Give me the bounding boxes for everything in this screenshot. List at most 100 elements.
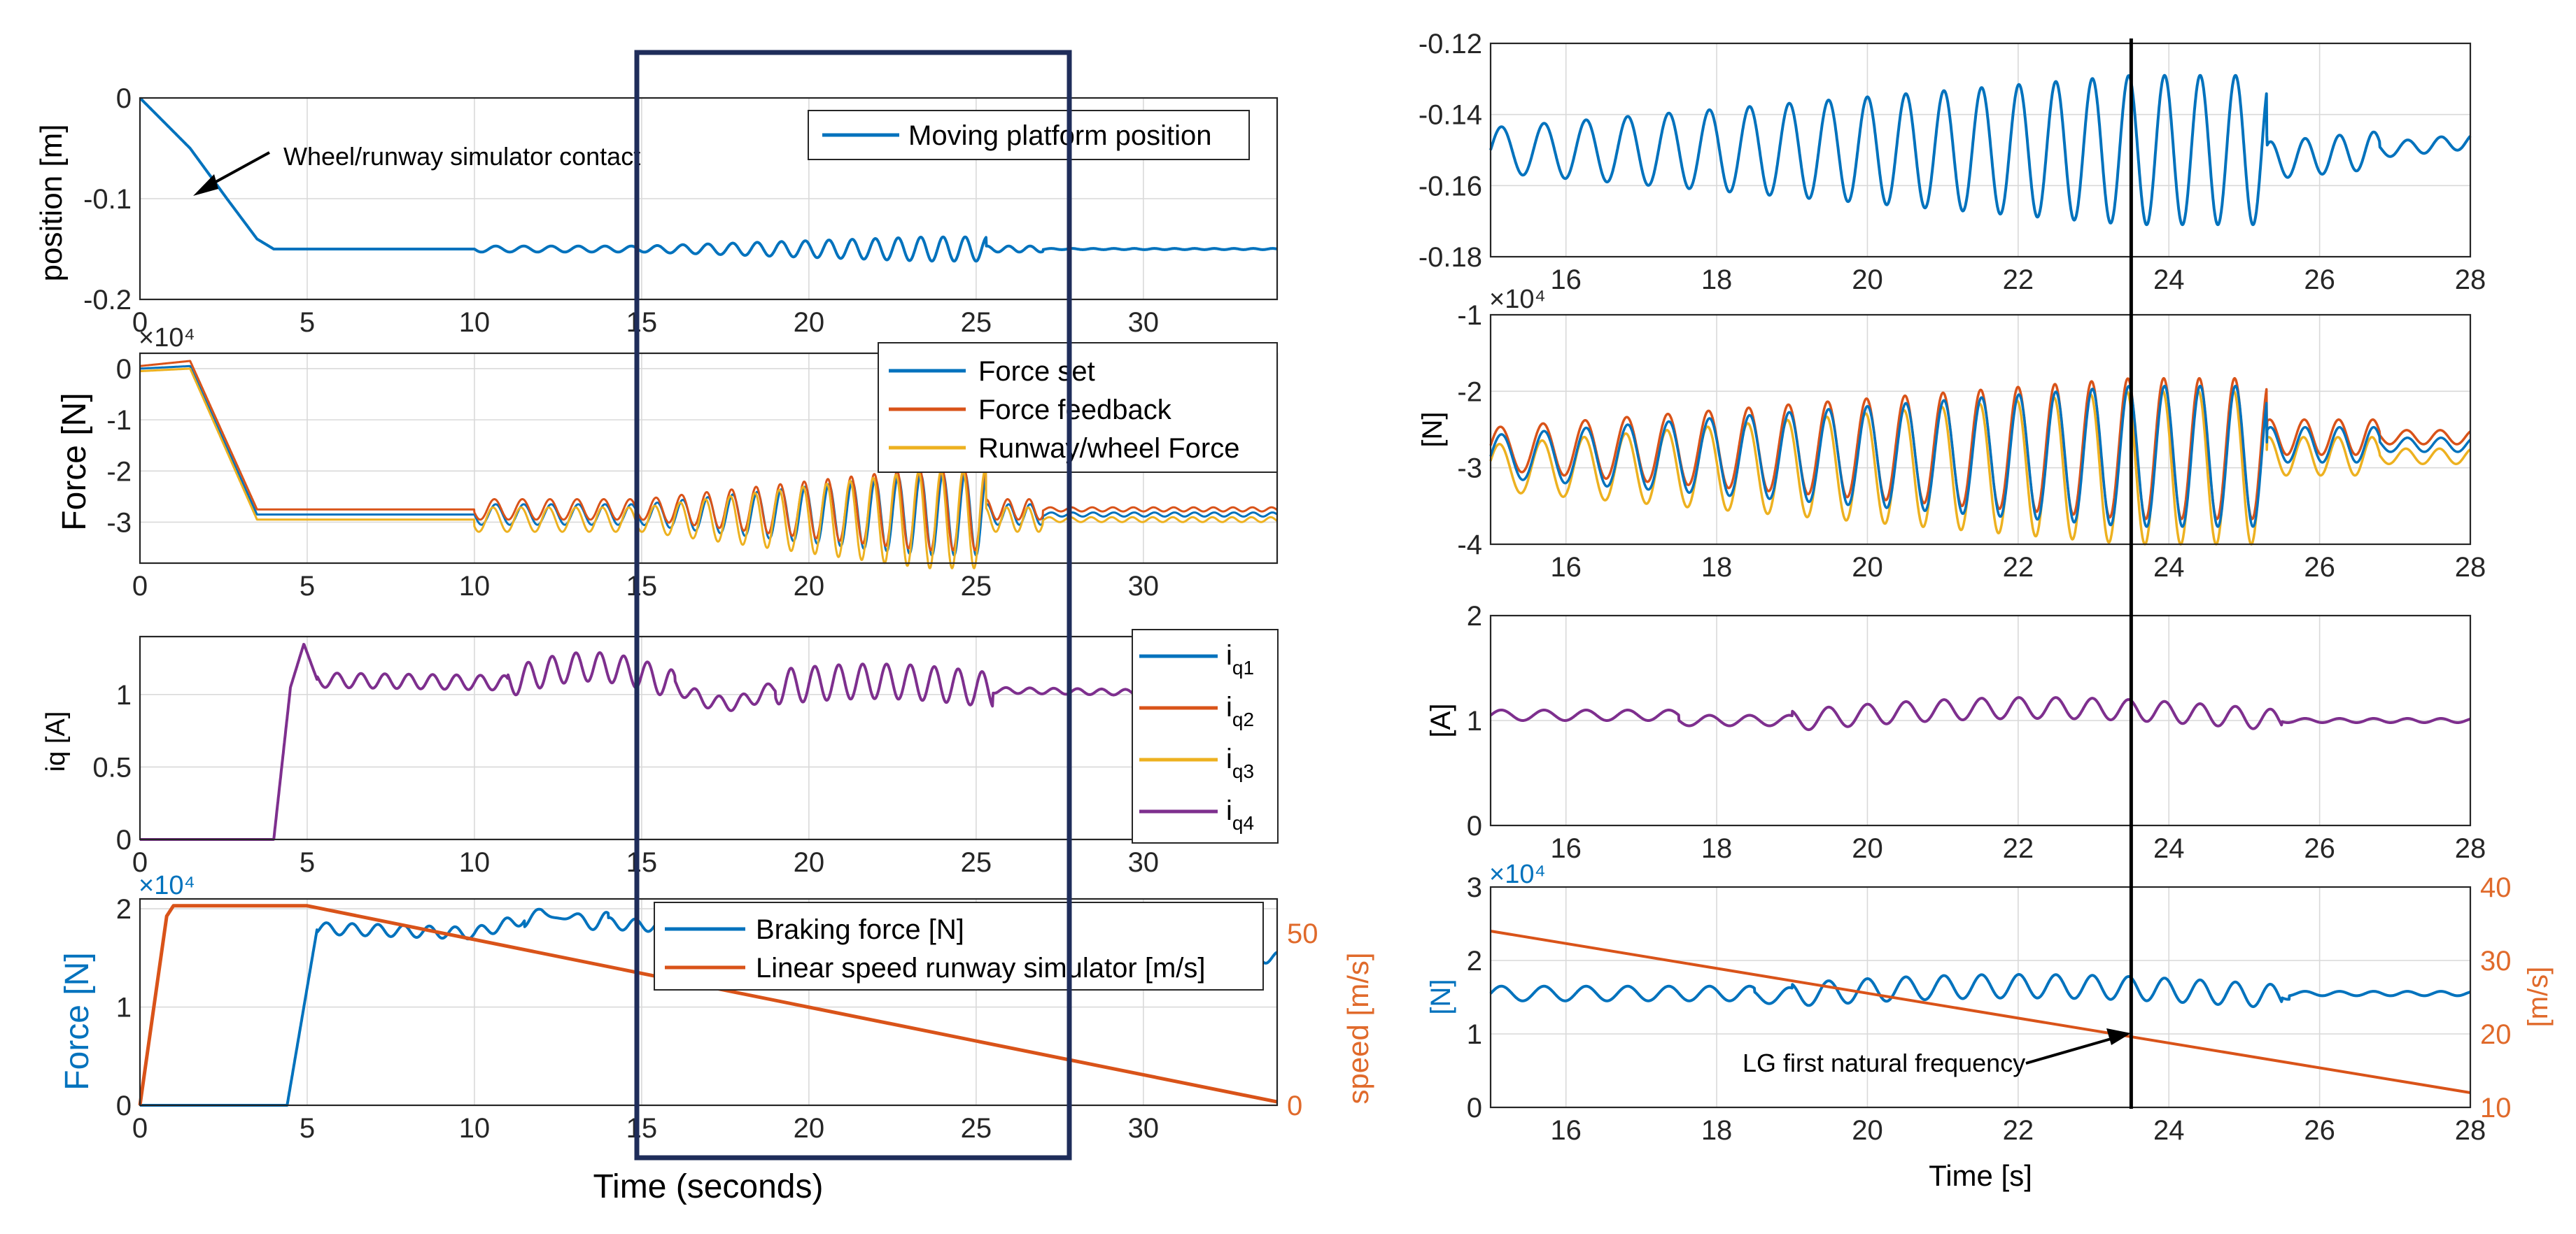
series-platform-position xyxy=(139,97,1279,263)
chart-R2-force-zoom: 16 18 20 22 24 26 28 -1 -2 -3 -4 ×10⁴ [N] xyxy=(1417,285,2486,583)
x-tick-label: 24 xyxy=(2153,552,2185,583)
chart-L2-legend: Force set Force feedback Runway/wheel Fo… xyxy=(878,342,1278,473)
x-tick-label: 0 xyxy=(132,571,148,602)
legend-entry-braking: Braking force [N] xyxy=(756,914,964,945)
x-tick-label: 30 xyxy=(1128,1113,1160,1144)
x-tick-label: 25 xyxy=(961,847,992,878)
y-tick-label: 1 xyxy=(116,680,132,711)
y-tick-label: 1 xyxy=(116,993,132,1023)
y2-tick-label: 50 xyxy=(1287,919,1318,949)
series-force-set-zoom xyxy=(1489,384,2472,528)
x-tick-label: 24 xyxy=(2153,264,2185,295)
series-iq4 xyxy=(139,643,1279,841)
x-tick-label: 16 xyxy=(1550,264,1582,295)
x-tick-label: 5 xyxy=(300,571,315,602)
x-tick-label: 28 xyxy=(2455,264,2486,295)
annotation-arrow-icon-2 xyxy=(2106,1028,2131,1045)
x-tick-label: 20 xyxy=(1852,1115,1883,1146)
x-tick-label: 5 xyxy=(300,1113,315,1144)
chart-R3-ylabel: [A] xyxy=(1426,704,1456,738)
x-tick-label: 22 xyxy=(2003,552,2034,583)
y2-tick-label: 20 xyxy=(2480,1019,2512,1050)
chart-L1-legend: Moving platform position xyxy=(808,110,1250,160)
y2-tick-label: 40 xyxy=(2480,872,2512,903)
series-platform-position-zoom xyxy=(1489,73,2472,227)
legend-entry-force-feedback: Force feedback xyxy=(978,395,1172,425)
x-tick-label: 25 xyxy=(961,1113,992,1144)
x-tick-label: 10 xyxy=(459,307,491,338)
chart-R4-multiplier: ×10⁴ xyxy=(1489,860,1546,889)
x-tick-label: 16 xyxy=(1550,552,1582,583)
chart-L1-ylabel: position [m] xyxy=(34,125,69,282)
y-tick-label: -3 xyxy=(1457,453,1482,484)
x-tick-label: 10 xyxy=(459,571,491,602)
y-tick-label: -0.18 xyxy=(1419,242,1482,273)
chart-R4-y2label: [m/s] xyxy=(2523,967,2554,1028)
x-tick-label: 24 xyxy=(2153,1115,2185,1146)
x-tick-label: 15 xyxy=(626,571,658,602)
series-braking-force-zoom xyxy=(1489,973,2472,1008)
y-tick-label: -0.12 xyxy=(1419,29,1482,59)
chart-R4-xlabel: Time [s] xyxy=(1929,1159,2032,1192)
y-tick-label: -0.16 xyxy=(1419,171,1482,201)
x-tick-label: 22 xyxy=(2003,833,2034,864)
y-tick-label: -3 xyxy=(106,507,132,538)
chart-L4-axes-box xyxy=(139,898,1279,1107)
legend-entry-platform: Moving platform position xyxy=(908,120,1212,151)
chart-L4-xlabel: Time (seconds) xyxy=(593,1168,824,1205)
x-tick-label: 15 xyxy=(626,847,658,878)
x-tick-label: 18 xyxy=(1701,264,1733,295)
chart-R2-axes-box xyxy=(1489,313,2472,546)
annotation-wheel-contact: Wheel/runway simulator contact xyxy=(283,142,640,171)
x-tick-label: 20 xyxy=(794,571,825,602)
y-tick-label: -2 xyxy=(1457,376,1482,407)
y-tick-label: 0 xyxy=(116,1091,132,1121)
y-tick-label: -0.14 xyxy=(1419,100,1482,131)
chart-L3-current: 0 5 10 15 20 25 30 0 0.5 1 iq [A] iq1 iq2 iq3 iq4 xyxy=(41,629,1279,878)
chart-L3-legend: iq1 iq2 iq3 iq4 xyxy=(1132,629,1279,844)
series-force-feedback-zoom xyxy=(1489,377,2472,520)
x-tick-label: 20 xyxy=(794,307,825,338)
chart-L4-y2label: speed [m/s] xyxy=(1342,952,1374,1104)
legend-entry-force-set: Force set xyxy=(978,356,1095,387)
legend-entry-runway-force: Runway/wheel Force xyxy=(978,433,1240,464)
y-tick-label: -1 xyxy=(1457,300,1482,331)
y-tick-label: 0 xyxy=(1467,1093,1482,1123)
legend-entry-iq1: iq1 xyxy=(1226,640,1254,679)
x-tick-label: 15 xyxy=(626,307,658,338)
legend-entry-speed: Linear speed runway simulator [m/s] xyxy=(756,953,1206,984)
x-tick-label: 28 xyxy=(2455,833,2486,864)
y2-tick-label: 10 xyxy=(2480,1093,2512,1123)
x-tick-label: 20 xyxy=(1852,833,1883,864)
chart-L2-ylabel: Force [N] xyxy=(56,392,93,530)
x-tick-label: 10 xyxy=(459,1113,491,1144)
chart-L1-position: 0 5 10 15 20 25 30 0 -0.1 -0.2 position [m] Movin… xyxy=(34,83,1279,338)
series-iq4-zoom xyxy=(1489,696,2472,732)
y-tick-label: -2 xyxy=(106,456,132,487)
y2-tick-label: 0 xyxy=(1287,1091,1302,1121)
chart-R3-current-zoom: 16 18 20 22 24 26 28 0 1 2 [A] xyxy=(1426,601,2486,864)
chart-R4-braking-zoom: 16 18 20 22 24 26 28 0 1 2 3 10 20 30 40 ×10⁴ [N] [m/s… xyxy=(1426,860,2554,1192)
x-tick-label: 25 xyxy=(961,571,992,602)
y-tick-label: 2 xyxy=(1467,601,1482,632)
chart-L2-force: 0 5 10 15 20 25 30 0 -1 -2 -3 ×10⁴ Force [N] Force… xyxy=(56,323,1279,602)
x-tick-label: 18 xyxy=(1701,552,1733,583)
x-tick-label: 16 xyxy=(1550,833,1582,864)
x-tick-label: 25 xyxy=(961,307,992,338)
series-force-feedback xyxy=(139,360,1278,552)
x-tick-label: 18 xyxy=(1701,1115,1733,1146)
chart-R4-ylabel: [N] xyxy=(1426,979,1456,1014)
y-tick-label: 2 xyxy=(116,894,132,925)
chart-L3-axes-box xyxy=(139,635,1279,841)
x-tick-label: 22 xyxy=(2003,1115,2034,1146)
y-tick-label: 0.5 xyxy=(92,752,132,783)
x-tick-label: 30 xyxy=(1128,571,1160,602)
x-tick-label: 26 xyxy=(2304,552,2335,583)
x-tick-label: 0 xyxy=(132,847,148,878)
x-tick-label: 0 xyxy=(132,1113,148,1144)
zoom-window-frame xyxy=(634,50,1072,1161)
chart-R1-position-zoom: 16 18 20 22 24 26 28 -0.12 -0.14 -0.16 -0.18 xyxy=(1419,29,2486,295)
annotation-lg-frequency: LG first natural frequency xyxy=(1743,1049,2025,1077)
y-tick-label: 0 xyxy=(116,83,132,114)
x-tick-label: 10 xyxy=(459,847,491,878)
